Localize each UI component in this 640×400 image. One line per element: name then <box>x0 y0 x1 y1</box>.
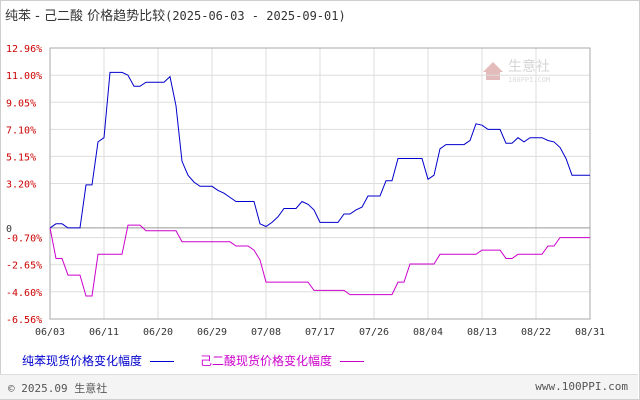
y-tick-label: -0.70% <box>6 234 42 245</box>
y-tick-label: 3.20% <box>6 180 36 191</box>
x-tick-label: 06/20 <box>143 327 173 338</box>
x-tick-label: 06/29 <box>197 327 227 338</box>
legend-item-benzene: 纯苯现货价格变化幅度 <box>22 352 175 369</box>
footer-bar: © 2025.09 生意社 www.100PPI.com <box>0 374 638 399</box>
copyright-text: © 2025.09 生意社 <box>8 382 108 395</box>
watermark-url: 100PPI.COM <box>508 76 550 84</box>
legend-swatch-adipic <box>340 361 365 362</box>
y-tick-label: 12.96% <box>6 44 42 55</box>
x-tick-label: 06/03 <box>35 327 65 338</box>
y-tick-label: -2.65% <box>6 261 42 272</box>
x-tick-label: 08/31 <box>575 327 605 338</box>
x-tick-label: 07/26 <box>359 327 389 338</box>
legend-swatch-benzene <box>150 361 175 362</box>
watermark-name: 生意社 <box>508 58 550 75</box>
plot-border <box>49 47 591 320</box>
x-tick-label: 07/17 <box>305 327 335 338</box>
series-line-benzene <box>49 71 590 229</box>
watermark-house-icon <box>483 62 503 80</box>
y-tick-label: 0 <box>6 224 12 235</box>
legend-label-adipic: 己二酸现货价格变化幅度 <box>200 354 333 368</box>
chart-title: 纯苯 - 己二酸 价格趋势比较(2025-06-03 - 2025-09-01) <box>5 5 346 24</box>
y-tick-label: 11.00% <box>6 71 42 82</box>
x-tick-label: 08/13 <box>467 327 497 338</box>
y-tick-label: 5.15% <box>6 152 36 163</box>
x-tick-label: 07/08 <box>251 327 281 338</box>
legend-label-benzene: 纯苯现货价格变化幅度 <box>22 354 143 368</box>
chart-title-range: (2025-06-03 - 2025-09-01) <box>165 9 346 23</box>
x-tick-label: 06/11 <box>89 327 119 338</box>
y-tick-label: -4.60% <box>6 288 42 299</box>
site-link[interactable]: www.100PPI.com <box>535 380 628 393</box>
legend-item-adipic: 己二酸现货价格变化幅度 <box>200 352 365 369</box>
y-tick-label: 9.05% <box>6 98 36 109</box>
y-tick-label: 7.10% <box>6 125 36 136</box>
x-tick-label: 08/04 <box>413 327 443 338</box>
series-line-adipic <box>49 224 590 297</box>
y-tick-label: -6.56% <box>6 315 42 326</box>
chart-title-main: 纯苯 - 己二酸 价格趋势比较 <box>5 9 166 24</box>
x-tick-label: 08/22 <box>521 327 551 338</box>
